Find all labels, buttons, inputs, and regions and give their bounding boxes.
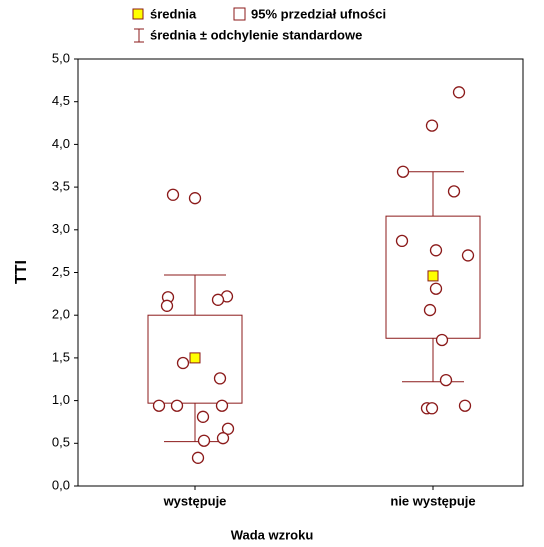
data-point bbox=[213, 372, 227, 385]
ci-box bbox=[385, 215, 481, 339]
x-axis-label: Wada wzroku bbox=[231, 527, 314, 542]
y-axis-label: TTI bbox=[13, 260, 30, 284]
y-tick-label: 2,5 bbox=[52, 264, 70, 279]
data-point bbox=[423, 303, 437, 317]
y-tick-label: 0,0 bbox=[52, 477, 70, 492]
x-tick-label: nie występuje bbox=[390, 493, 475, 508]
data-point bbox=[447, 185, 461, 198]
data-point bbox=[160, 299, 174, 312]
data-point bbox=[221, 422, 235, 435]
data-point bbox=[461, 249, 475, 262]
data-point bbox=[458, 399, 472, 412]
data-point bbox=[191, 451, 205, 464]
y-tick-label: 1,5 bbox=[52, 349, 70, 364]
data-point bbox=[215, 399, 229, 412]
data-point bbox=[429, 244, 443, 257]
data-point bbox=[188, 192, 202, 205]
data-point bbox=[425, 402, 439, 415]
ci-box bbox=[147, 314, 243, 404]
data-point bbox=[395, 234, 409, 248]
legend-sd-swatch bbox=[134, 28, 144, 43]
data-point bbox=[166, 188, 180, 201]
data-point bbox=[435, 333, 449, 347]
data-point bbox=[439, 373, 453, 387]
data-point bbox=[176, 356, 190, 370]
y-tick-label: 2,0 bbox=[52, 307, 70, 322]
legend-mean: średnia bbox=[150, 6, 197, 21]
y-tick-label: 3,0 bbox=[52, 221, 70, 236]
y-tick-label: 4,5 bbox=[52, 93, 70, 108]
legend-ci-swatch bbox=[233, 7, 246, 21]
mean-marker bbox=[427, 270, 439, 282]
mean-marker bbox=[189, 352, 201, 364]
data-point bbox=[211, 293, 225, 306]
data-point bbox=[429, 282, 443, 295]
x-tick-label: występuje bbox=[163, 493, 227, 508]
y-tick-label: 3,5 bbox=[52, 179, 70, 194]
data-point bbox=[216, 432, 230, 445]
legend-ci: 95% przedział ufności bbox=[251, 6, 386, 21]
data-point bbox=[197, 434, 211, 447]
y-tick-label: 0,5 bbox=[52, 435, 70, 450]
legend-sd: średnia ± odchylenie standardowe bbox=[150, 27, 362, 42]
y-tick-label: 4,0 bbox=[52, 136, 70, 151]
data-point bbox=[170, 399, 184, 412]
y-tick-label: 1,0 bbox=[52, 392, 70, 407]
data-point bbox=[152, 399, 166, 412]
data-point bbox=[452, 86, 466, 99]
y-tick-label: 5,0 bbox=[52, 50, 70, 65]
legend-mean-swatch bbox=[132, 8, 144, 20]
data-point bbox=[396, 165, 410, 178]
data-point bbox=[196, 410, 210, 423]
data-point bbox=[425, 119, 439, 132]
plot-frame bbox=[77, 58, 524, 487]
